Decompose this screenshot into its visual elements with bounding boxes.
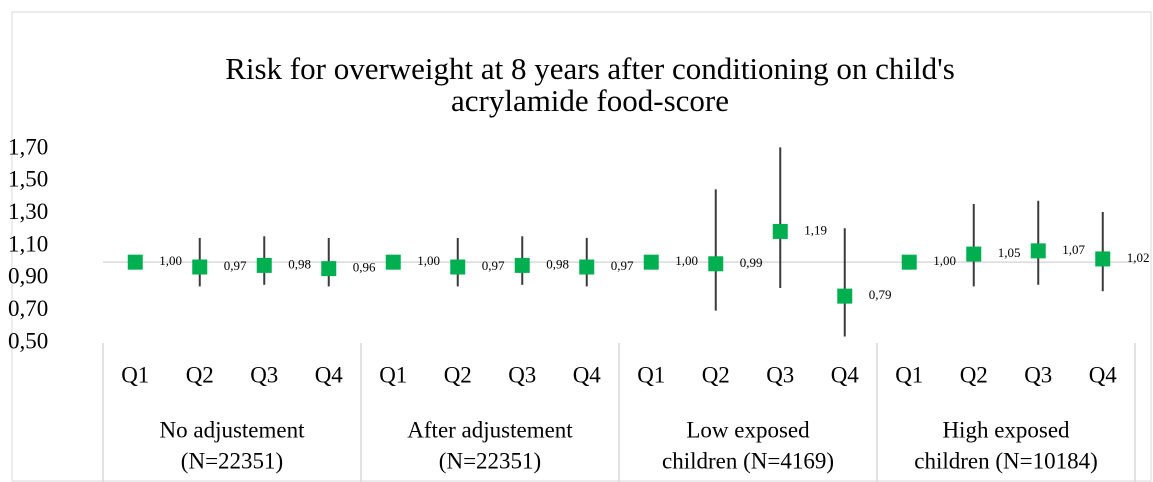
point-marker [772, 223, 788, 239]
x-tick-label: Q2 [444, 362, 472, 387]
y-tick-label: 1,10 [8, 231, 48, 256]
point-marker [1095, 251, 1111, 267]
group-label: Low exposed [686, 417, 810, 442]
point-marker [901, 254, 917, 270]
y-tick-label: 0,50 [8, 328, 48, 353]
group-label: (N=22351) [439, 448, 541, 473]
point-marker [1030, 243, 1046, 259]
value-label: 0,97 [224, 258, 247, 273]
y-tick-label: 1,70 [8, 134, 48, 159]
x-tick-label: Q4 [1089, 362, 1118, 387]
chart-border [11, 11, 1152, 482]
value-label: 0,99 [740, 255, 763, 270]
x-tick-label: Q3 [250, 362, 278, 387]
y-tick-label: 1,50 [8, 167, 48, 192]
x-tick-label: Q2 [702, 362, 730, 387]
value-label: 0,79 [869, 287, 892, 302]
x-tick-label: Q4 [315, 362, 344, 387]
chart-title: acrylamide food-score [451, 83, 729, 118]
chart-title: Risk for overweight at 8 years after con… [225, 51, 955, 86]
point-marker [643, 254, 659, 270]
x-tick-label: Q4 [831, 362, 860, 387]
value-label: 1,00 [159, 253, 182, 268]
x-tick-label: Q1 [121, 362, 149, 387]
value-label: 0,98 [288, 256, 311, 271]
point-marker [450, 259, 466, 275]
point-marker [708, 256, 724, 272]
value-label: 1,07 [1062, 242, 1085, 257]
value-label: 0,96 [353, 260, 376, 275]
value-label: 1,00 [417, 253, 440, 268]
x-tick-label: Q2 [186, 362, 214, 387]
x-tick-label: Q3 [766, 362, 794, 387]
group-label: High exposed [942, 417, 1070, 442]
y-tick-label: 1,30 [8, 199, 48, 224]
group-label: After adjustement [407, 417, 573, 442]
x-tick-label: Q3 [508, 362, 536, 387]
group-label: (N=22351) [181, 448, 283, 473]
point-marker [837, 288, 853, 304]
value-label: 1,00 [675, 253, 698, 268]
value-label: 0,98 [546, 256, 569, 271]
point-marker [256, 257, 272, 273]
value-label: 1,19 [804, 222, 827, 237]
x-tick-label: Q3 [1024, 362, 1052, 387]
group-label: children (N=10184) [914, 448, 1098, 473]
point-marker [514, 257, 530, 273]
value-label: 1,00 [933, 253, 956, 268]
point-marker [321, 261, 337, 277]
value-label: 0,97 [611, 258, 634, 273]
x-tick-label: Q1 [637, 362, 665, 387]
y-tick-label: 0,70 [8, 296, 48, 321]
point-marker [127, 254, 143, 270]
x-tick-label: Q2 [960, 362, 988, 387]
point-marker [966, 246, 982, 262]
group-label: No adjustement [160, 417, 306, 442]
point-marker [385, 254, 401, 270]
x-tick-label: Q4 [573, 362, 602, 387]
y-tick-label: 0,90 [8, 264, 48, 289]
value-label: 1,05 [998, 245, 1021, 260]
value-label: 1,02 [1127, 250, 1150, 265]
x-tick-label: Q1 [379, 362, 407, 387]
point-marker [192, 259, 208, 275]
group-label: children (N=4169) [662, 448, 834, 473]
point-marker [579, 259, 595, 275]
value-label: 0,97 [482, 258, 505, 273]
x-tick-label: Q1 [895, 362, 923, 387]
